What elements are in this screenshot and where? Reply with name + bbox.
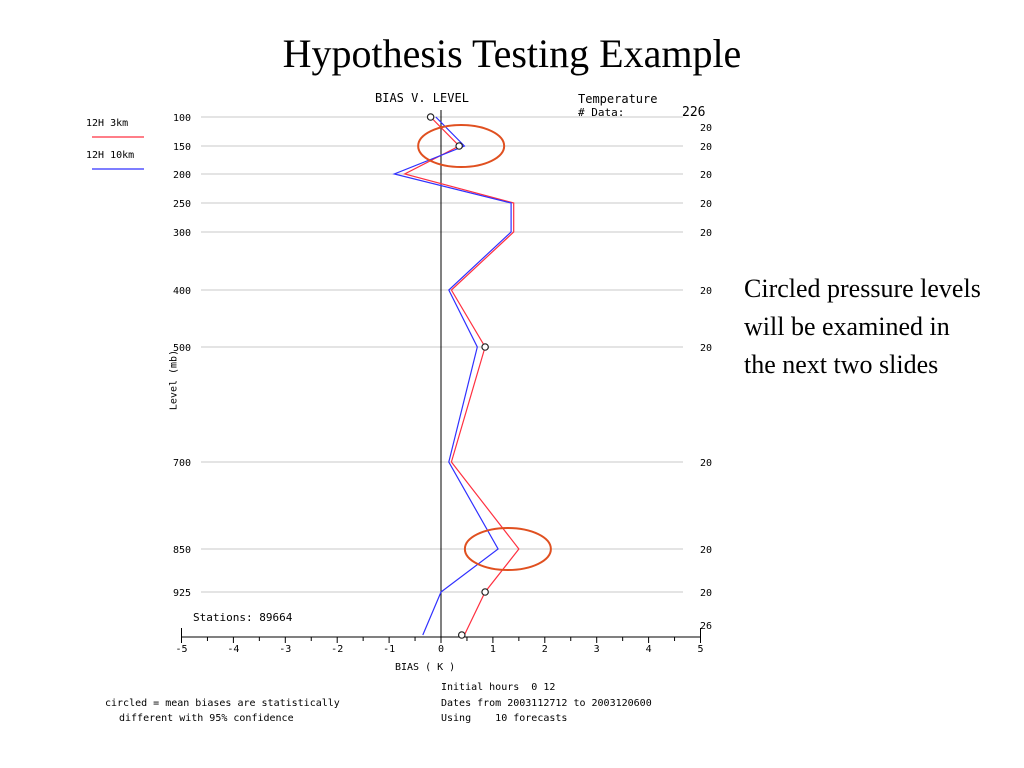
count-label: 20 bbox=[700, 343, 712, 354]
footnote-line-1: circled = mean biases are statistically bbox=[105, 698, 340, 709]
y-tick-label-850: 850 bbox=[173, 545, 191, 556]
significance-marker bbox=[481, 588, 489, 596]
series-line-10km bbox=[392, 116, 512, 636]
x-tick-label: 2 bbox=[542, 644, 548, 655]
y-tick-label-200: 200 bbox=[173, 170, 191, 181]
x-tick-label: -3 bbox=[279, 644, 291, 655]
initial-hours: Initial hours 0 12 bbox=[441, 682, 556, 693]
count-label: 20 bbox=[700, 170, 712, 181]
y-tick-label-100: 100 bbox=[173, 113, 191, 124]
count-label: 20 bbox=[700, 458, 712, 469]
significance-marker bbox=[455, 142, 463, 150]
legend-label-3km: 12H 3km bbox=[86, 118, 129, 129]
y-tick-label-250: 250 bbox=[173, 199, 191, 210]
count-label: 20 bbox=[700, 286, 712, 297]
highlight-ellipse-150 bbox=[417, 124, 506, 168]
count-label: 20 bbox=[700, 142, 712, 153]
x-tick-label: 5 bbox=[697, 644, 703, 655]
count-label: 20 bbox=[700, 545, 712, 556]
series-line-3km bbox=[403, 116, 520, 636]
x-axis-label: BIAS ( K ) bbox=[395, 662, 456, 673]
chart-title: BIAS V. LEVEL bbox=[375, 91, 469, 105]
highlight-ellipse-850 bbox=[463, 527, 552, 571]
dates-range: Dates from 2003112712 to 2003120600 bbox=[441, 698, 652, 709]
x-tick-label: 4 bbox=[646, 644, 652, 655]
data-count-label: # Data: bbox=[578, 106, 625, 119]
legend-label-10km: 12H 10km bbox=[86, 150, 135, 161]
y-tick-label-925: 925 bbox=[173, 588, 191, 599]
footnote-line-2: different with 95% confidence bbox=[119, 713, 294, 724]
x-tick-label: -4 bbox=[227, 644, 239, 655]
count-label: 20 bbox=[700, 228, 712, 239]
y-tick-label-300: 300 bbox=[173, 228, 191, 239]
x-tick-label: 0 bbox=[438, 644, 444, 655]
x-tick-label: -2 bbox=[331, 644, 343, 655]
count-label: 20 bbox=[700, 123, 712, 134]
x-tick-label: -5 bbox=[175, 644, 187, 655]
y-tick-label-500: 500 bbox=[173, 343, 191, 354]
data-count-total: 226 bbox=[682, 105, 706, 120]
variable-label: Temperature bbox=[578, 92, 658, 106]
significance-marker bbox=[457, 631, 466, 639]
y-axis-label: Level (mb) bbox=[168, 349, 180, 411]
y-tick-label-150: 150 bbox=[173, 142, 191, 153]
count-label: 26 bbox=[700, 621, 712, 632]
forecast-count: Using 10 forecasts bbox=[441, 713, 568, 724]
slide-title: Hypothesis Testing Example bbox=[282, 31, 742, 76]
x-tick-label: -1 bbox=[383, 644, 395, 655]
side-note: Circled pressure levels will be examined… bbox=[744, 274, 981, 379]
count-label: 20 bbox=[700, 199, 712, 210]
significance-marker bbox=[426, 113, 435, 121]
stations-label: Stations: 89664 bbox=[193, 611, 293, 624]
x-tick-label: 1 bbox=[490, 644, 496, 655]
y-tick-label-700: 700 bbox=[173, 458, 191, 469]
count-label: 20 bbox=[700, 588, 712, 599]
x-tick-label: 3 bbox=[594, 644, 600, 655]
significance-marker bbox=[481, 343, 489, 351]
y-tick-label-400: 400 bbox=[173, 286, 191, 297]
